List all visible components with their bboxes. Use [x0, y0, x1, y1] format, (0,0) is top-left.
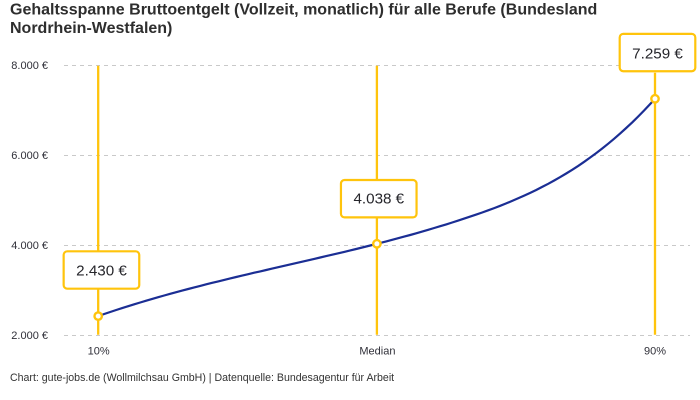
svg-text:Chart: gute-jobs.de (Wollmilch: Chart: gute-jobs.de (Wollmilchsau GmbH) …: [10, 372, 394, 384]
svg-text:Median: Median: [359, 346, 395, 358]
svg-text:90%: 90%: [644, 346, 666, 358]
svg-text:4.000 €: 4.000 €: [11, 240, 48, 252]
svg-text:8.000 €: 8.000 €: [11, 60, 48, 72]
svg-text:2.430 €: 2.430 €: [76, 263, 127, 280]
svg-text:4.038 €: 4.038 €: [353, 191, 404, 208]
svg-text:6.000 €: 6.000 €: [11, 150, 48, 162]
svg-text:Nordrhein-Westfalen): Nordrhein-Westfalen): [10, 20, 172, 37]
svg-text:2.000 €: 2.000 €: [11, 330, 48, 342]
svg-text:10%: 10%: [88, 346, 110, 358]
svg-text:7.259 €: 7.259 €: [632, 45, 683, 62]
svg-text:Gehaltsspanne Bruttoentgelt (V: Gehaltsspanne Bruttoentgelt (Vollzeit, m…: [10, 2, 597, 19]
